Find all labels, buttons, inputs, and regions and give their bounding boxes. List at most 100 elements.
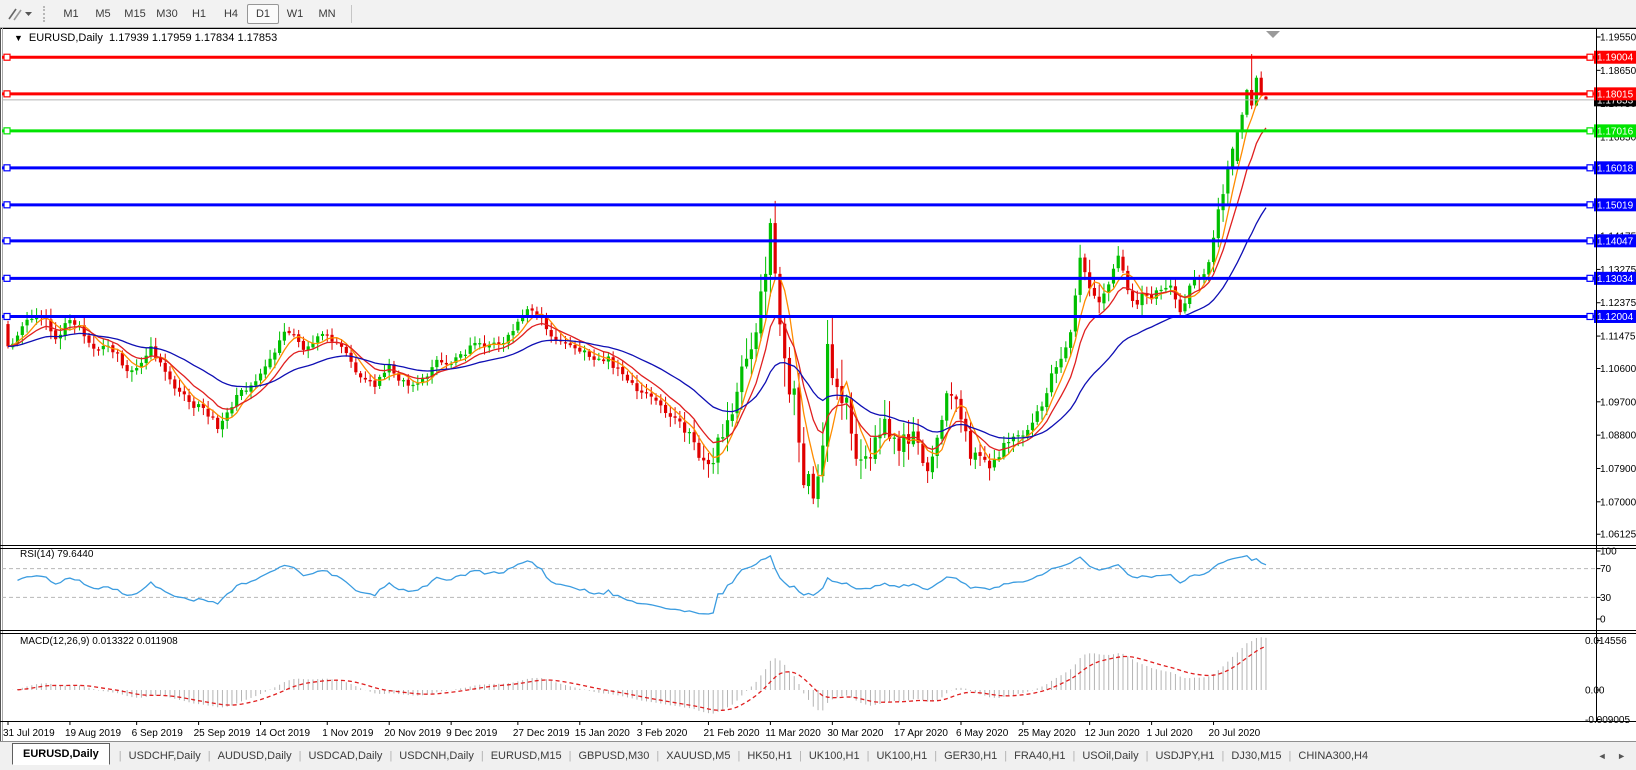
candle-body	[101, 345, 105, 350]
candle-body	[621, 366, 625, 375]
tab-separator: |	[298, 750, 302, 762]
candle-body	[197, 404, 201, 408]
candle-body	[406, 379, 410, 386]
tab-dj30-m15[interactable]: DJ30,M15	[1231, 750, 1282, 762]
tab-usdchf-daily[interactable]: USDCHF,Daily	[128, 750, 201, 762]
hline-price-badge	[1594, 309, 1636, 323]
tab-fra40-h1[interactable]: FRA40,H1	[1014, 750, 1066, 762]
candle-body	[702, 457, 706, 461]
tab-audusd-daily[interactable]: AUDUSD,Daily	[217, 750, 292, 762]
toolbar-grip[interactable]	[43, 5, 45, 22]
candle-body	[787, 357, 792, 395]
candle-body	[420, 377, 425, 384]
timeframe-button-m15[interactable]: M15	[124, 7, 146, 20]
timeframe-button-w1[interactable]: W1	[286, 7, 304, 20]
tab-usdcnh-daily[interactable]: USDCNH,Daily	[399, 750, 474, 762]
tab-scroll-left-button[interactable]: ◄	[1597, 751, 1607, 761]
candle-body	[597, 358, 601, 360]
tab-uk100-h1[interactable]: UK100,H1	[876, 750, 928, 762]
hline-1.14047[interactable]: 1.14047	[2, 234, 1636, 248]
candle-body	[378, 376, 382, 386]
timeframe-button-m1[interactable]: M1	[63, 7, 79, 20]
symbol-dropdown-icon[interactable]: ▼	[14, 33, 23, 43]
hline-1.19004[interactable]: 1.19004	[2, 50, 1636, 64]
candle-body	[511, 331, 515, 336]
tab-separator: |	[1145, 750, 1149, 762]
tab-uk100-h1[interactable]: UK100,H1	[808, 750, 860, 762]
candle-body	[454, 357, 458, 363]
hline-1.18015[interactable]: 1.18015	[2, 87, 1636, 101]
candle-body	[668, 413, 672, 417]
tab-scroll-right-button[interactable]: ►	[1617, 751, 1626, 761]
hline-1.16018[interactable]: 1.16018	[2, 161, 1636, 175]
candle-body	[430, 367, 434, 378]
candle-body	[239, 389, 244, 396]
tab-hk50-h1[interactable]: HK50,H1	[747, 750, 792, 762]
candle-body	[254, 381, 258, 386]
x-axis-label: 21 Feb 2020	[703, 728, 760, 739]
tab-separator: |	[866, 750, 870, 762]
hline-1.17016[interactable]: 1.17016	[2, 124, 1636, 138]
y-axis-label: 1.16850	[1600, 133, 1636, 144]
candle-body	[82, 325, 86, 337]
candle-body	[263, 366, 267, 375]
tab-usdjpy-h1[interactable]: USDJPY,H1	[1155, 750, 1215, 762]
timeframe-button-d1[interactable]: D1	[247, 3, 279, 24]
ma-fast-line	[7, 92, 1267, 477]
tab-separator: |	[207, 750, 211, 762]
timeframe-button-mn[interactable]: MN	[318, 7, 336, 20]
candle-body	[764, 273, 768, 292]
candle-body	[1126, 270, 1130, 291]
tab-china300-h4[interactable]: CHINA300,H4	[1298, 750, 1369, 762]
tab-xauusd-m5[interactable]: XAUUSD,M5	[666, 750, 731, 762]
candle-body	[1150, 294, 1154, 300]
tab-gbpusd-m30[interactable]: GBPUSD,M30	[578, 750, 650, 762]
candle-body	[149, 346, 153, 357]
candle-body	[783, 323, 787, 359]
candle-body	[687, 432, 691, 434]
candle-body	[978, 452, 982, 456]
chart-title-ohlc: 1.17939 1.17959 1.17834 1.17853	[109, 32, 278, 44]
candle-body	[926, 462, 930, 472]
tab-separator: |	[480, 750, 484, 762]
candle-body	[625, 374, 630, 381]
hline-1.15019[interactable]: 1.15019	[2, 198, 1636, 212]
candle-body	[735, 391, 739, 414]
candle-body	[1140, 293, 1144, 306]
candle-body	[573, 345, 577, 349]
candle-body	[459, 354, 463, 358]
tab-eurusd-m15[interactable]: EURUSD,M15	[490, 750, 562, 762]
tab-usoil-daily[interactable]: USOil,Daily	[1082, 750, 1139, 762]
tab-eurusd-daily[interactable]: EURUSD,Daily	[12, 743, 110, 765]
hline-1.13034[interactable]: 1.13034	[2, 271, 1636, 285]
candle-body	[1011, 436, 1016, 442]
cursor-tool-button[interactable]	[6, 6, 33, 22]
tab-ger30-h1[interactable]: GER30,H1	[944, 750, 998, 762]
timeframe-button-m5[interactable]: M5	[95, 7, 111, 20]
hline-handle	[3, 90, 11, 98]
candle-body	[759, 291, 763, 334]
hline-handle	[1586, 201, 1594, 209]
candle-body	[1088, 272, 1092, 289]
candle-body	[359, 373, 363, 378]
candle-body	[602, 359, 606, 362]
y-axis-label: 1.08800	[1600, 431, 1636, 442]
candle-body	[1235, 132, 1239, 162]
macd-axis-label: 0.014556	[1585, 636, 1627, 647]
candle-body	[301, 340, 306, 350]
timeframe-button-h1[interactable]: H1	[191, 7, 207, 20]
hline-1.12004[interactable]: 1.12004	[2, 309, 1636, 323]
candle-body	[1007, 442, 1011, 444]
x-axis-label: 25 May 2020	[1018, 728, 1076, 739]
tab-usdcad-daily[interactable]: USDCAD,Daily	[308, 750, 383, 762]
candle-body	[1016, 435, 1020, 437]
candle-body	[721, 437, 725, 439]
timeframe-button-m30[interactable]: M30	[156, 7, 178, 20]
hline-price-badge-text: 1.15019	[1597, 200, 1634, 211]
candle-body	[683, 422, 687, 433]
chart-shift-marker-icon[interactable]	[1266, 31, 1280, 38]
candle-body	[130, 370, 134, 373]
candle-body	[773, 223, 777, 274]
timeframe-button-h4[interactable]: H4	[223, 7, 239, 20]
